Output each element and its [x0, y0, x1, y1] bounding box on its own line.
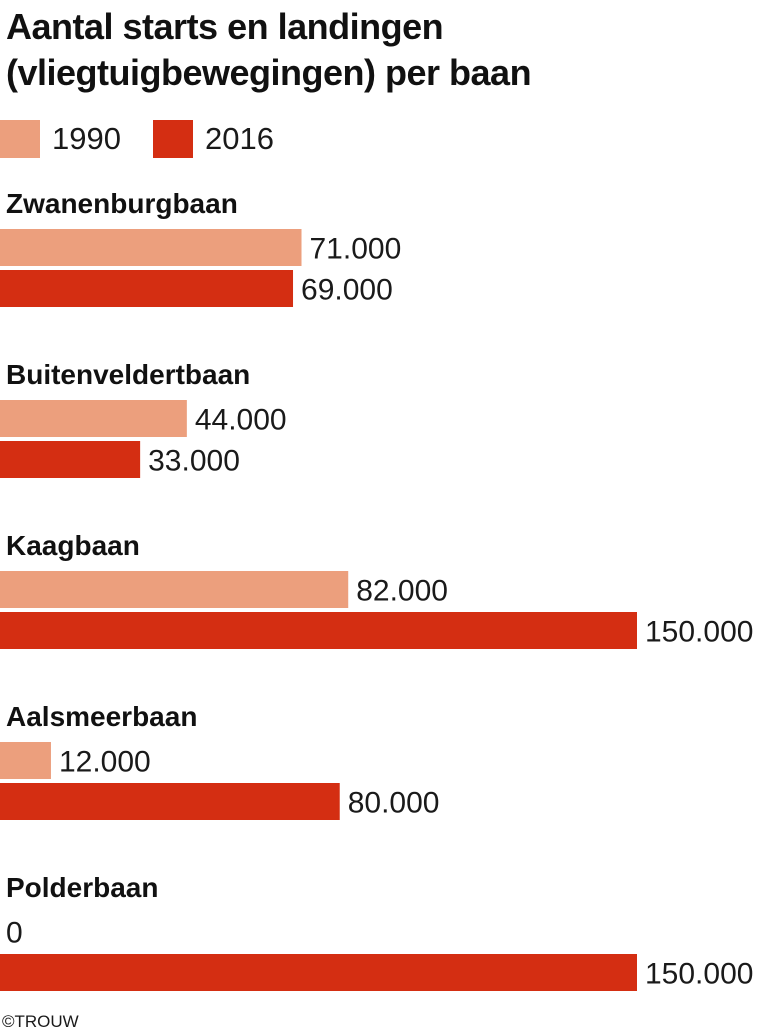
bar-kaagbaan-1990 — [0, 571, 349, 608]
legend: 1990 2016 — [0, 118, 400, 158]
bar-aalsmeerbaan-1990 — [0, 742, 51, 779]
bar-buitenveldertbaan-2016 — [0, 441, 141, 478]
category-label-buitenveldertbaan: Buitenveldertbaan — [6, 359, 250, 390]
value-label-polderbaan-1990: 0 — [6, 917, 23, 950]
value-label-kaagbaan-2016: 150.000 — [645, 616, 753, 649]
credit-text: ©TROUW — [2, 1012, 79, 1031]
bar-buitenveldertbaan-1990 — [0, 400, 187, 437]
category-label-aalsmeerbaan: Aalsmeerbaan — [6, 701, 197, 732]
value-label-buitenveldertbaan-1990: 44.000 — [195, 404, 287, 437]
category-label-zwanenburgbaan: Zwanenburgbaan — [6, 188, 238, 219]
bar-kaagbaan-2016 — [0, 612, 637, 649]
category-label-polderbaan: Polderbaan — [6, 872, 158, 903]
bar-zwanenburgbaan-1990 — [0, 229, 302, 266]
value-label-kaagbaan-1990: 82.000 — [356, 575, 448, 608]
bar-aalsmeerbaan-2016 — [0, 783, 340, 820]
value-label-zwanenburgbaan-2016: 69.000 — [301, 274, 393, 307]
chart-title: Aantal starts en landingen (vliegtuigbew… — [6, 6, 532, 93]
legend-swatch-2016 — [153, 120, 193, 158]
bar-polderbaan-2016 — [0, 954, 637, 991]
value-label-aalsmeerbaan-1990: 12.000 — [59, 746, 151, 779]
bar-zwanenburgbaan-2016 — [0, 270, 294, 307]
category-label-kaagbaan: Kaagbaan — [6, 530, 140, 561]
value-label-aalsmeerbaan-2016: 80.000 — [348, 787, 440, 820]
value-label-buitenveldertbaan-2016: 33.000 — [148, 445, 240, 478]
value-label-zwanenburgbaan-1990: 71.000 — [310, 233, 402, 266]
legend-swatch-1990 — [0, 120, 40, 158]
legend-label-2016: 2016 — [205, 121, 274, 156]
legend-label-1990: 1990 — [52, 121, 121, 156]
value-label-polderbaan-2016: 150.000 — [645, 958, 753, 991]
